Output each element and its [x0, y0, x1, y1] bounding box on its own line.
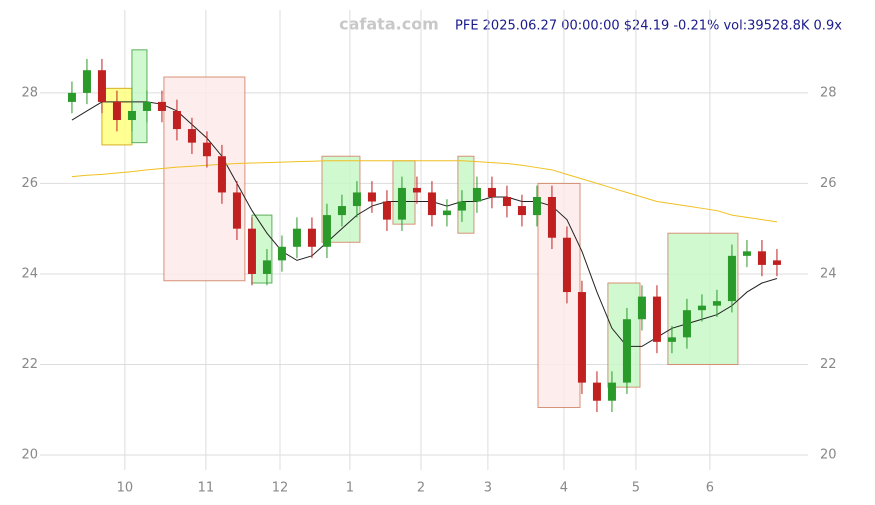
zone [537, 182, 581, 409]
candle-body [577, 292, 586, 383]
y-tick-label: 26 [21, 176, 38, 191]
candle-body [247, 228, 256, 274]
candle-body [337, 206, 346, 216]
candle-body [592, 382, 601, 401]
candle-body [517, 206, 526, 216]
candle-body [487, 187, 496, 197]
watermark: cafata.com [339, 15, 439, 34]
zone [163, 76, 246, 282]
candle-body [742, 251, 751, 256]
candle-body [697, 305, 706, 311]
candle-body [562, 237, 571, 293]
candle-body [667, 337, 676, 342]
candle-body [202, 142, 211, 157]
candle-body [172, 110, 181, 130]
x-tick-label: 1 [346, 481, 354, 496]
y-tick-label-right: 26 [820, 176, 837, 191]
candle-body [397, 187, 406, 220]
candle-body [502, 196, 511, 207]
candle-body [232, 192, 241, 229]
candle-body [412, 187, 421, 193]
x-tick-label: 2 [417, 481, 425, 496]
candle-body [637, 296, 646, 320]
candle-body [682, 310, 691, 338]
candle-body [127, 110, 136, 121]
candle-body [547, 196, 556, 238]
candle-body [262, 260, 271, 274]
candle-body [382, 201, 391, 220]
candle-body [352, 192, 361, 207]
candle-body [292, 228, 301, 247]
x-tick-label: 3 [484, 481, 492, 496]
candle-body [457, 201, 466, 211]
candle-body [622, 319, 631, 383]
candle-body [532, 196, 541, 216]
zone [457, 155, 475, 234]
candle-body [652, 296, 661, 342]
zone [131, 49, 148, 144]
candle-body [472, 187, 481, 202]
x-tick-label: 5 [632, 481, 640, 496]
candle-body [142, 101, 151, 111]
y-tick-label: 24 [21, 266, 38, 281]
y-tick-label-right: 24 [820, 266, 837, 281]
y-tick-label: 28 [21, 85, 38, 100]
x-tick-label: 6 [706, 481, 714, 496]
candle-body [367, 192, 376, 202]
y-tick-label-right: 28 [820, 85, 837, 100]
y-tick-label: 20 [21, 448, 38, 463]
candle-body [607, 382, 616, 401]
candle-body [712, 301, 721, 306]
chart-title: PFE 2025.06.27 00:00:00 $24.19 -0.21% vo… [455, 19, 842, 34]
zone [667, 232, 739, 366]
candle-body [157, 101, 166, 111]
candle-body [757, 251, 766, 265]
candle-body [112, 101, 121, 121]
candle-body [772, 260, 781, 265]
y-tick-label-right: 22 [820, 357, 837, 372]
x-tick-label: 4 [560, 481, 568, 496]
candle-body [307, 228, 316, 247]
indicator-line [71, 160, 778, 223]
candle-body [727, 255, 736, 302]
candle-body [67, 92, 76, 102]
candle-body [322, 215, 331, 247]
y-tick-label: 22 [21, 357, 38, 372]
y-tick-label-right: 20 [820, 448, 837, 463]
candle-body [97, 70, 106, 102]
candle-body [277, 246, 286, 261]
x-tick-label: 12 [272, 481, 289, 496]
x-tick-label: 11 [198, 481, 215, 496]
candle-body [427, 192, 436, 216]
candle-body [187, 129, 196, 143]
candle-body [82, 70, 91, 93]
candle-body [442, 210, 451, 216]
candle-body [217, 156, 226, 193]
x-tick-label: 10 [117, 481, 134, 496]
